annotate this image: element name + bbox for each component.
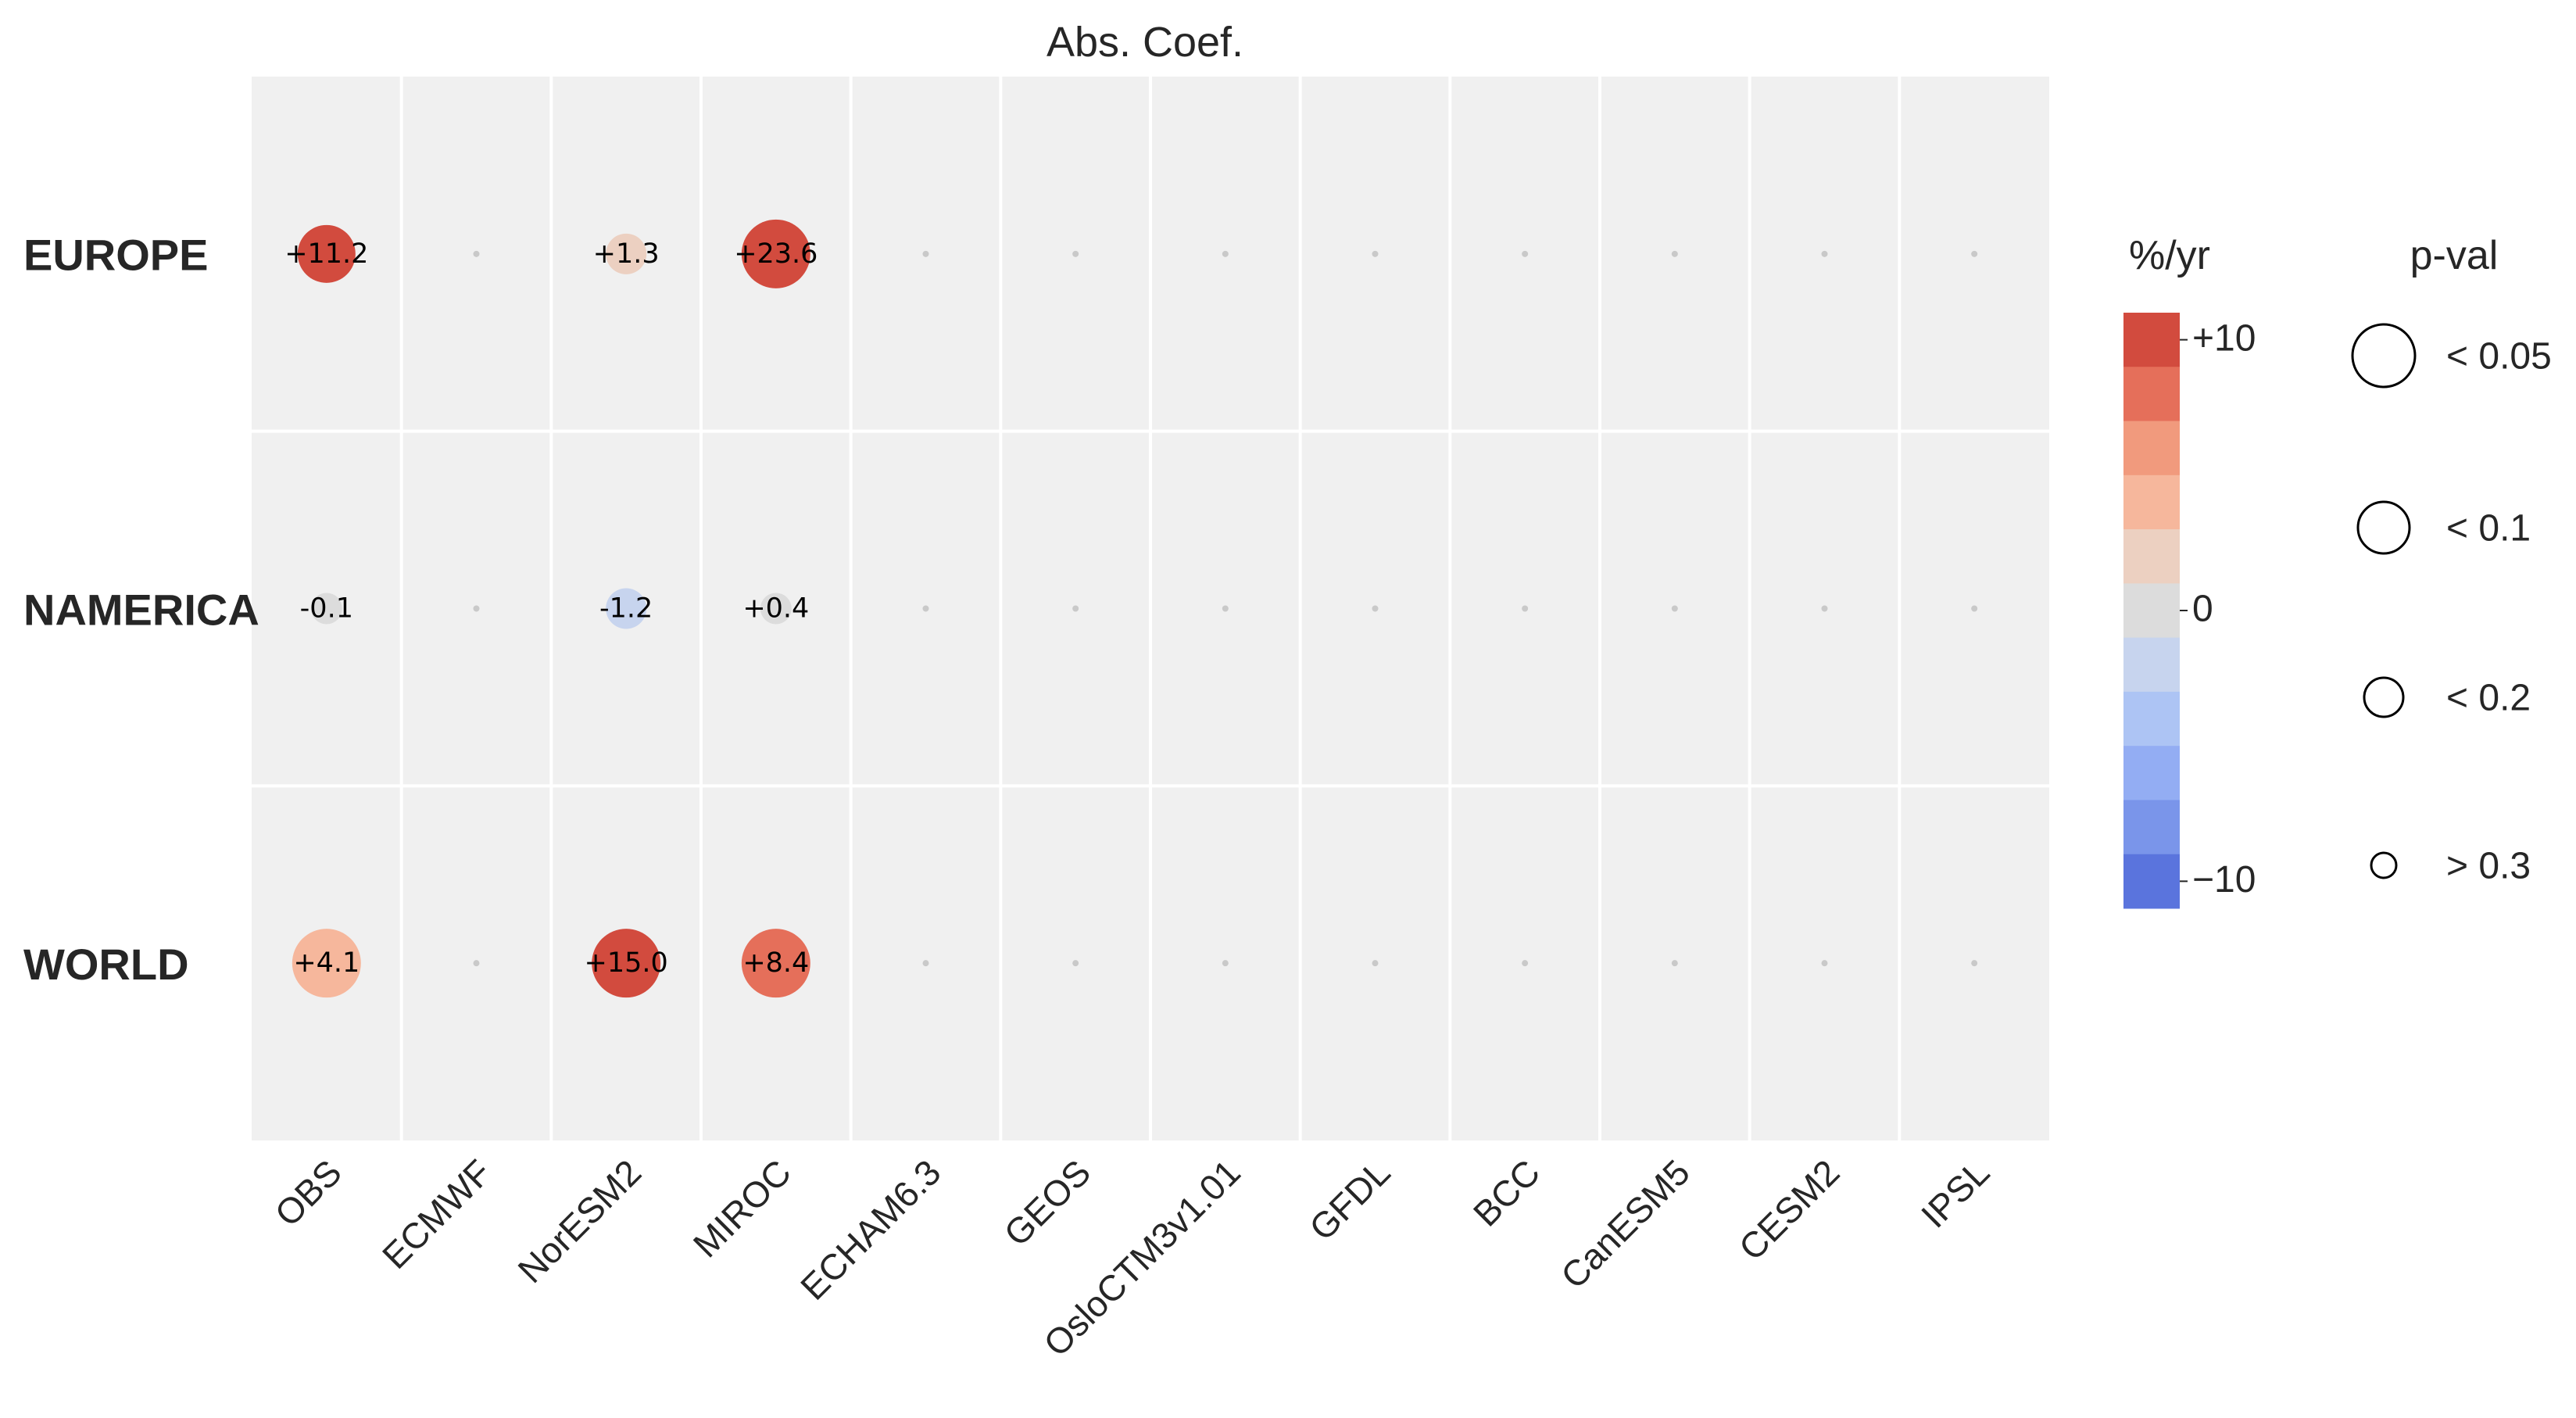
colorbar-segment [2123, 583, 2180, 639]
colorbar-segment [2123, 746, 2180, 800]
column-label-canesm5: CanESM5 [1553, 1151, 1698, 1296]
colorbar-segment [2123, 313, 2180, 367]
chart-title: Abs. Coef. [1046, 19, 1243, 66]
data-circle-namerica-obs [310, 593, 342, 625]
empty-cell-marker [1372, 605, 1379, 612]
empty-cell-marker [922, 960, 929, 967]
colorbar-tick-label: 0 [2192, 589, 2213, 630]
data-circle-namerica-miroc [760, 593, 792, 625]
colorbar-tick-label: −10 [2192, 859, 2256, 901]
data-circle-europe-obs [297, 224, 356, 283]
size-legend-label: < 0.2 [2446, 678, 2531, 719]
empty-cell-marker [473, 250, 480, 257]
size-legend-marker [2363, 676, 2405, 718]
empty-cell-marker [1072, 960, 1079, 967]
colorbar-tick-label: +10 [2192, 317, 2256, 359]
empty-cell-marker [1522, 960, 1529, 967]
empty-cell-marker [1971, 605, 1978, 612]
empty-cell-marker [1372, 960, 1379, 967]
column-label-echam6-3: ECHAM6.3 [792, 1151, 948, 1307]
column-label-cesm2: CESM2 [1731, 1151, 1848, 1268]
data-circle-europe-miroc [741, 219, 810, 288]
size-legend-marker [2356, 500, 2411, 555]
colorbar-title: %/yr [2129, 233, 2210, 278]
data-label-world-noresm2: +15.0 [585, 947, 668, 979]
empty-cell-marker [473, 605, 480, 612]
empty-cell-marker [1072, 250, 1079, 257]
column-label-ecmwf: ECMWF [374, 1151, 499, 1277]
empty-cell-marker [922, 605, 929, 612]
empty-cell-marker [1522, 250, 1529, 257]
data-circle-world-noresm2 [592, 929, 661, 998]
empty-cell-marker [922, 250, 929, 257]
empty-cell-marker [1671, 250, 1678, 257]
column-label-bcc: BCC [1465, 1151, 1547, 1234]
plot-area: +11.2 +1.3 +23.6 -0.1 -1.2 +0.4 +4.1 +15.0 +8.4 [252, 77, 2049, 1140]
column-label-ipsl: IPSL [1913, 1151, 1997, 1235]
row-label-namerica: NAMERICA [23, 585, 259, 634]
size-legend-label: > 0.3 [2446, 846, 2531, 887]
empty-cell-marker [1971, 960, 1978, 967]
colorbar-segment [2123, 800, 2180, 855]
size-legend-label: < 0.1 [2446, 508, 2531, 550]
empty-cell-marker [1671, 960, 1678, 967]
empty-cell-marker [1372, 250, 1379, 257]
row-label-europe: EUROPE [23, 231, 209, 280]
colorbar-segment [2123, 421, 2180, 476]
empty-cell-marker [1072, 605, 1079, 612]
column-label-gfdl: GFDL [1301, 1151, 1398, 1248]
data-label-namerica-miroc: +0.4 [742, 593, 809, 625]
colorbar-segment [2123, 529, 2180, 584]
pvalue-size-legend: p-val < 0.05 < 0.1 < 0.2 > 0.3 [2351, 233, 2552, 887]
colorbar-segment [2123, 367, 2180, 422]
column-label-geos: GEOS [996, 1151, 1098, 1254]
colorbar-legend: %/yr +10 0 −10 [2123, 233, 2256, 909]
empty-cell-marker [1222, 960, 1229, 967]
data-label-world-miroc: +8.4 [742, 947, 809, 979]
data-circle-europe-noresm2 [606, 233, 647, 274]
empty-cell-marker [1821, 250, 1828, 257]
data-circle-world-miroc [741, 929, 810, 998]
column-label-noresm2: NorESM2 [510, 1151, 649, 1291]
row-label-world: WORLD [23, 940, 189, 989]
data-label-namerica-obs: -0.1 [300, 593, 353, 625]
empty-cell-marker [1821, 960, 1828, 967]
empty-cell-marker [1222, 605, 1229, 612]
empty-cell-marker [1522, 605, 1529, 612]
empty-cell-marker [1671, 605, 1678, 612]
data-label-world-obs: +4.1 [293, 947, 360, 979]
data-label-europe-obs: +11.2 [284, 238, 368, 270]
data-circle-namerica-noresm2 [606, 588, 647, 629]
size-legend-label: < 0.05 [2446, 336, 2552, 378]
row-labels: EUROPE NAMERICA WORLD [23, 231, 259, 989]
empty-cell-marker [1222, 250, 1229, 257]
colorbar-segment [2123, 474, 2180, 530]
empty-cell-marker [1821, 605, 1828, 612]
column-label-obs: OBS [267, 1151, 349, 1234]
data-circle-world-obs [292, 929, 361, 998]
data-label-europe-miroc: +23.6 [734, 238, 818, 270]
size-legend-marker [2351, 323, 2417, 389]
empty-cell-marker [1971, 250, 1978, 257]
empty-cell-marker [473, 960, 480, 967]
size-legend-title: p-val [2410, 233, 2499, 278]
data-label-namerica-noresm2: -1.2 [599, 593, 653, 625]
colorbar-segment [2123, 854, 2180, 909]
column-label-miroc: MIROC [685, 1151, 799, 1265]
colorbar-segment [2123, 691, 2180, 747]
size-legend-marker [2370, 851, 2398, 879]
data-label-europe-noresm2: +1.3 [593, 238, 660, 270]
colorbar-segment [2123, 637, 2180, 693]
